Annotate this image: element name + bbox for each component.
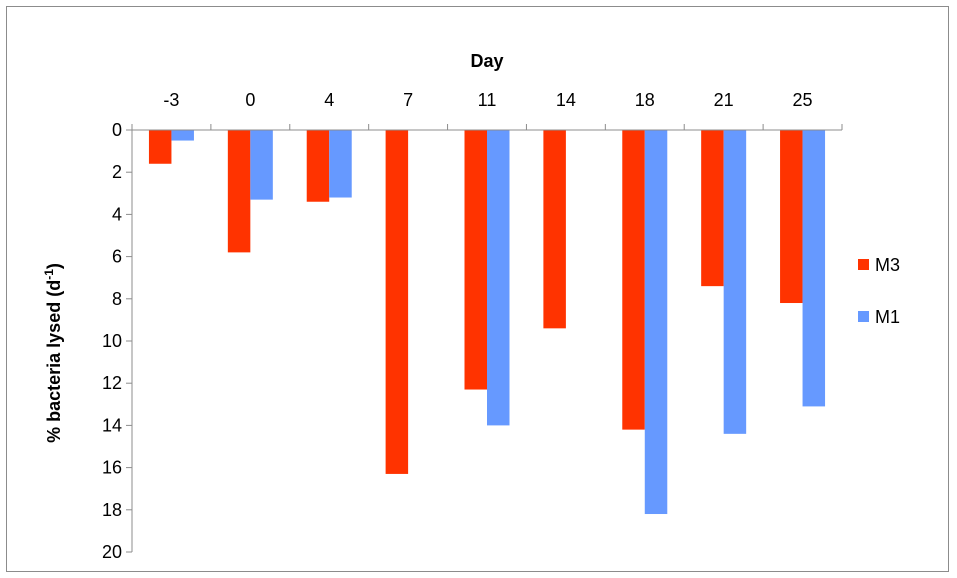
x-tick-label: 11 bbox=[478, 90, 497, 110]
y-tick-label: 12 bbox=[102, 373, 122, 393]
bar-m1-day-25 bbox=[802, 130, 826, 407]
y-axis-title-main: % bacteria lysed (d bbox=[44, 280, 64, 443]
y-tick-label: 2 bbox=[112, 162, 122, 182]
bar-m1-day-0 bbox=[250, 130, 273, 200]
y-tick-label: 10 bbox=[102, 331, 122, 351]
y-axis-title-superscript: -1 bbox=[42, 269, 56, 280]
bar-m3-day-11 bbox=[464, 130, 487, 390]
bar-m3-day-4 bbox=[306, 130, 330, 202]
bar-m3-day-21 bbox=[701, 130, 724, 287]
y-tick-label: 6 bbox=[112, 247, 122, 267]
bar-m1-day-21 bbox=[723, 130, 747, 434]
y-tick-label: 18 bbox=[102, 500, 122, 520]
y-tick-label: 8 bbox=[112, 289, 122, 309]
y-tick-label: 4 bbox=[112, 204, 122, 224]
bar-m1-day--3 bbox=[171, 130, 194, 141]
bar-m3-day--3 bbox=[148, 130, 172, 164]
x-tick-label: -3 bbox=[163, 90, 179, 110]
bar-m3-day-18 bbox=[622, 130, 645, 430]
y-axis-ticks: 0 2 4 6 8 10 12 14 16 18 20 bbox=[102, 120, 132, 562]
bar-m3-day-25 bbox=[780, 130, 803, 304]
bar-m1-day-4 bbox=[329, 130, 352, 198]
bars-layer bbox=[148, 130, 826, 515]
y-tick-label: 0 bbox=[112, 120, 122, 140]
x-tick-label: 7 bbox=[403, 90, 413, 110]
y-tick-label: 16 bbox=[102, 458, 122, 478]
bar-m1-day-11 bbox=[487, 130, 510, 426]
x-tick-label: 21 bbox=[714, 90, 734, 110]
x-tick-label: 0 bbox=[245, 90, 255, 110]
legend: M3 M1 bbox=[858, 255, 900, 327]
bar-m3-day-0 bbox=[227, 130, 251, 253]
x-axis-title: Day bbox=[470, 51, 503, 71]
y-axis-title-close: ) bbox=[44, 263, 64, 269]
y-axis-title: % bacteria lysed (d-1) bbox=[42, 263, 64, 443]
y-tick-label: 14 bbox=[102, 415, 122, 435]
x-tick-label: 4 bbox=[324, 90, 334, 110]
x-tick-label: 14 bbox=[556, 90, 576, 110]
legend-swatch-m1 bbox=[858, 311, 869, 322]
y-tick-label: 20 bbox=[102, 542, 122, 562]
legend-swatch-m3 bbox=[858, 259, 869, 270]
bar-m3-day-14 bbox=[543, 130, 566, 329]
x-axis-ticks: -3 0 4 7 11 14 18 21 25 bbox=[131, 90, 843, 130]
x-tick-label: 25 bbox=[793, 90, 813, 110]
bar-m3-day-7 bbox=[385, 130, 409, 474]
legend-label-m3: M3 bbox=[875, 255, 900, 275]
x-tick-label: 18 bbox=[635, 90, 655, 110]
bar-m1-day-18 bbox=[644, 130, 668, 515]
legend-label-m1: M1 bbox=[875, 307, 900, 327]
